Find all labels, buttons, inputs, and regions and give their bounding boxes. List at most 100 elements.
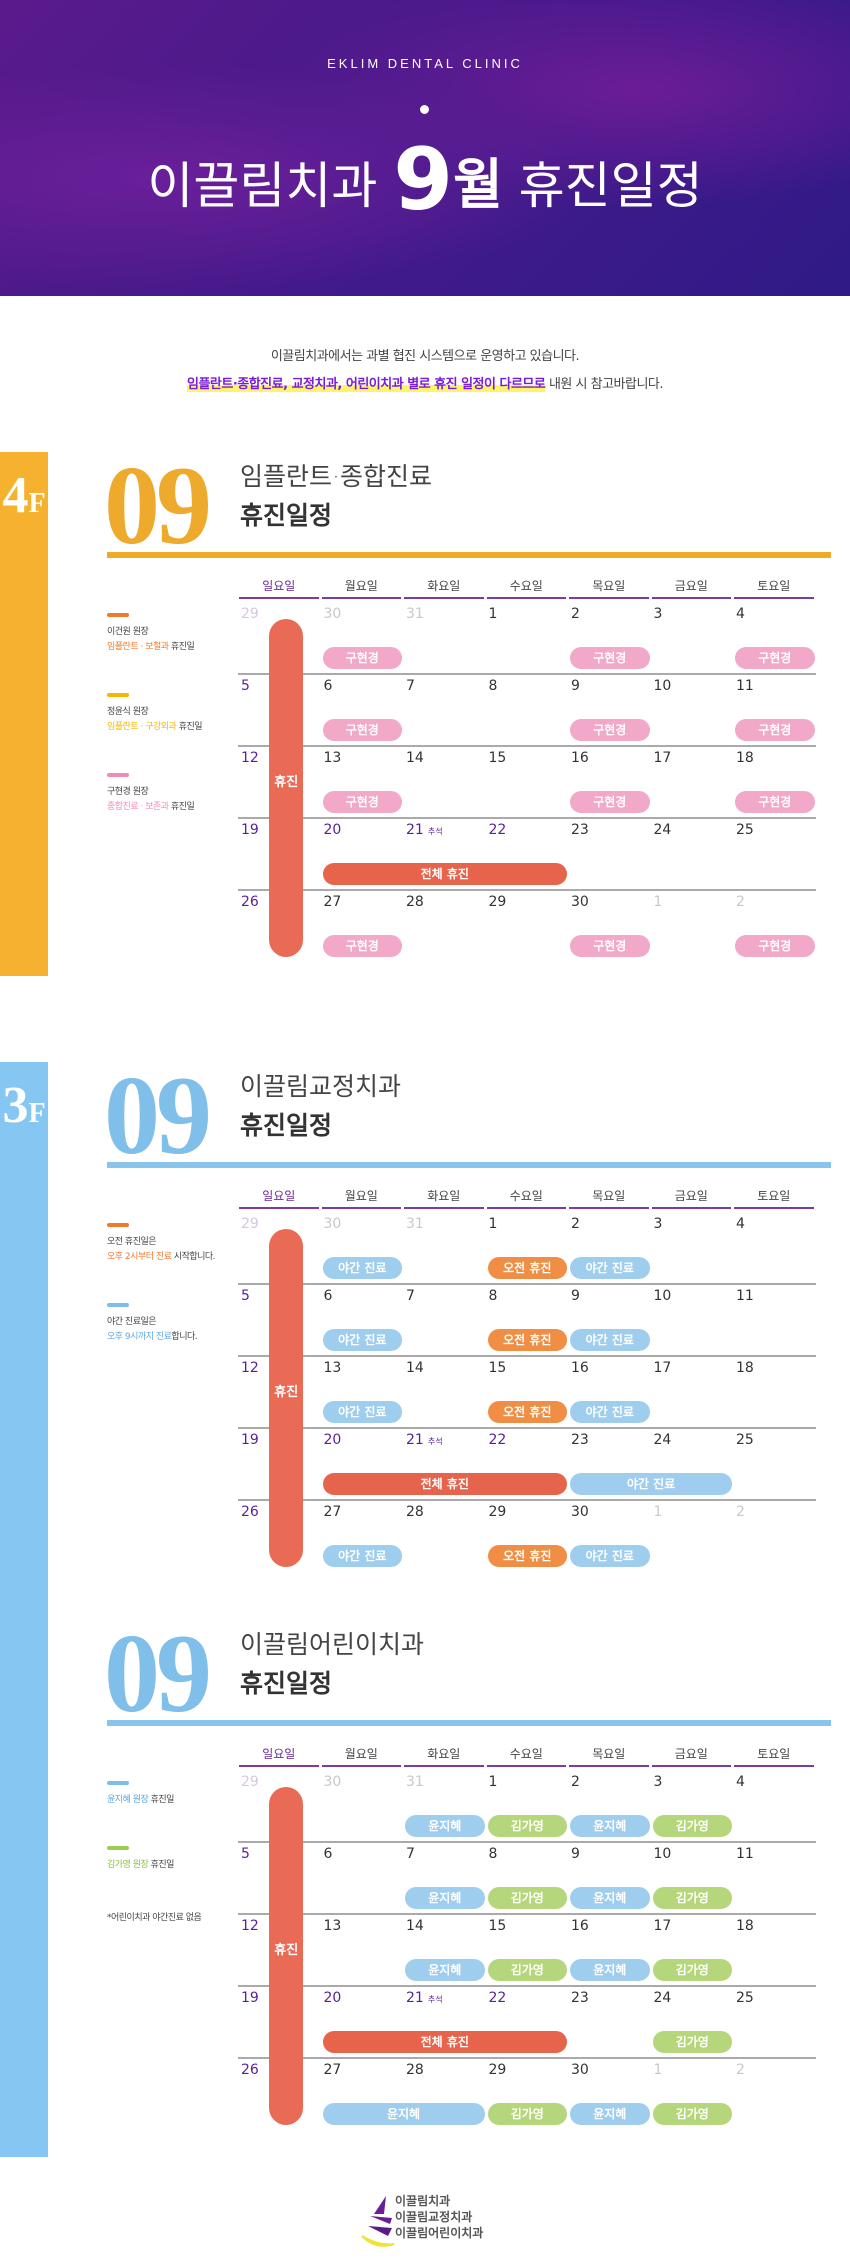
- calendar-date: 25: [736, 822, 754, 838]
- date-number: 6: [323, 678, 333, 694]
- date-number: 22: [488, 1990, 507, 2006]
- date-number: 3: [653, 1216, 663, 1232]
- footer-line: 이끌림치과: [395, 2194, 451, 2208]
- calendar-date: 6: [324, 1288, 333, 1304]
- date-number: 15: [488, 750, 507, 766]
- calendar-date: 29: [489, 2062, 507, 2078]
- schedule-pill: 김가영: [652, 2031, 732, 2053]
- calendar-date: 18: [736, 1918, 754, 1934]
- week-separator: [238, 673, 816, 675]
- date-number: 13: [323, 1918, 342, 1934]
- calendar-date: 31: [406, 606, 424, 622]
- date-number: 3: [653, 606, 663, 622]
- legend-color-bar: [107, 693, 129, 697]
- calendar-date: 21 추석: [406, 822, 443, 838]
- date-number: 28: [406, 894, 424, 910]
- date-number: 5: [241, 1288, 250, 1304]
- legend-name: 이건원 원장: [107, 627, 149, 637]
- calendar-date: 1: [489, 1774, 498, 1790]
- calendar-date: 2: [571, 1774, 580, 1790]
- date-number: 31: [406, 606, 424, 622]
- schedule-pill: 야간 진료: [322, 1545, 402, 1567]
- date-number: 18: [736, 1918, 754, 1934]
- calendar-date: 28: [406, 894, 424, 910]
- weekday-header: 화요일: [404, 1745, 484, 1767]
- date-number: 23: [571, 822, 589, 838]
- week-separator: [238, 1985, 816, 1987]
- calendar-date: 19: [241, 1432, 259, 1448]
- calendar-date: 6: [324, 1846, 333, 1862]
- weekday-header: 금요일: [651, 577, 731, 599]
- page-title: 이끌림치과 9월 휴진일정: [0, 130, 850, 230]
- date-number: 10: [653, 678, 672, 694]
- date-number: 17: [653, 1918, 672, 1934]
- date-number: 2: [571, 1774, 580, 1790]
- legend-desc: 김가영 원장 휴진일: [107, 1858, 237, 1873]
- legend-desc-text: 합니다.: [171, 1332, 198, 1342]
- footer-line: 이끌림어린이치과: [395, 2226, 484, 2240]
- calendar-date: 13: [324, 1918, 342, 1934]
- calendar-date: 8: [489, 1846, 498, 1862]
- date-number: 19: [241, 1432, 259, 1448]
- holiday-note: 추석: [427, 1995, 443, 2004]
- calendar-date: 5: [241, 678, 250, 694]
- title-clinic: 이끌림치과: [147, 157, 378, 215]
- sunday-closed-label: 휴진: [274, 775, 299, 790]
- floor-number: 3: [2, 1077, 29, 1134]
- legend-desc-text: 휴진일: [148, 1860, 175, 1870]
- clinic-logo-icon: [361, 2196, 395, 2247]
- legend-desc-text: 시작합니다.: [171, 1252, 216, 1262]
- date-number: 14: [406, 1360, 424, 1376]
- weekday-header: 월요일: [321, 577, 401, 599]
- schedule-pill: 윤지혜: [405, 1887, 485, 1909]
- legend-name: 오전 휴진일은: [107, 1237, 157, 1247]
- date-number: 9: [571, 678, 580, 694]
- schedule-pill: 오전 휴진: [487, 1545, 567, 1567]
- calendar-date: 2: [571, 1216, 580, 1232]
- schedule-pill: 구현경: [322, 647, 402, 669]
- date-number: 30: [323, 1216, 342, 1232]
- date-number: 10: [653, 1846, 672, 1862]
- intro-line-1: 이끌림치과에서는 과별 협진 시스템으로 운영하고 있습니다.: [270, 349, 580, 364]
- calendar-date: 9: [571, 1288, 580, 1304]
- date-number: 23: [571, 1432, 589, 1448]
- date-number: 9: [571, 1288, 580, 1304]
- date-number: 1: [488, 1216, 498, 1232]
- section-title: 임플란트·종합진료: [240, 462, 432, 491]
- calendar-date: 9: [571, 1846, 580, 1862]
- date-number: 11: [736, 678, 754, 694]
- date-number: 15: [488, 1918, 507, 1934]
- date-number: 27: [323, 1504, 342, 1520]
- date-number: 14: [406, 750, 424, 766]
- weekday-header: 목요일: [569, 1187, 649, 1209]
- schedule-pill: 야간 진료: [322, 1257, 402, 1279]
- calendar-date: 1: [489, 1216, 498, 1232]
- date-number: 16: [571, 1360, 589, 1376]
- date-number: 19: [241, 1990, 259, 2006]
- date-number: 5: [241, 1846, 250, 1862]
- date-number: 16: [571, 1918, 589, 1934]
- calendar-date: 8: [489, 1288, 498, 1304]
- legend-desc-text: *어린이치과 야간진료 없음: [107, 1913, 202, 1923]
- date-number: 30: [571, 1504, 589, 1520]
- schedule-pill: 구현경: [322, 791, 402, 813]
- calendar-date: 23: [571, 1990, 589, 2006]
- calendar-date: 4: [736, 1216, 745, 1232]
- legend-desc: 윤지혜 원장 휴진일: [107, 1793, 237, 1808]
- calendar: 일요일 월요일 화요일 수요일 목요일 금요일 토요일 29 30 31 1 2 3 4 5 6 7 8 9 10 11…: [238, 1187, 818, 1571]
- legend-desc-highlight: 임플란트 · 구강외과: [107, 722, 177, 732]
- date-number: 24: [653, 1990, 672, 2006]
- date-number: 7: [406, 1846, 415, 1862]
- weekday-header: 목요일: [569, 577, 649, 599]
- brand-name: EKLIM DENTAL CLINIC: [327, 56, 523, 71]
- footer-line: 이끌림교정치과: [395, 2210, 473, 2224]
- date-number: 12: [241, 750, 259, 766]
- calendar-date: 5: [241, 1846, 250, 1862]
- weekday-header: 일요일: [239, 1745, 319, 1767]
- sunday-closed-label: 휴진: [274, 1385, 299, 1400]
- calendar-date: 7: [406, 678, 415, 694]
- calendar-date: 11: [736, 1288, 754, 1304]
- date-number: 1: [653, 894, 663, 910]
- schedule-pill: 김가영: [652, 1959, 732, 1981]
